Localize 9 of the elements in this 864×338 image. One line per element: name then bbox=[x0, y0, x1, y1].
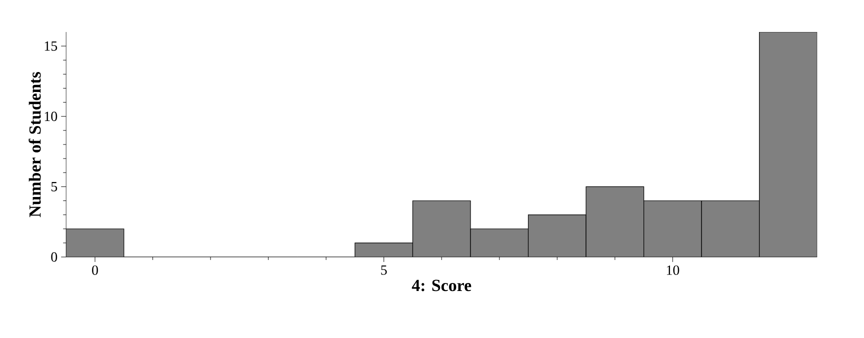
x-tick-label: 0 bbox=[92, 265, 98, 275]
y-tick-label: 5 bbox=[51, 182, 58, 192]
y-tick-label: 0 bbox=[51, 252, 58, 262]
y-tick-label: 15 bbox=[44, 41, 58, 51]
x-tick-label: 5 bbox=[381, 265, 387, 275]
x-tick-label: 10 bbox=[666, 265, 680, 275]
y-axis-title: Number of Students bbox=[28, 72, 41, 218]
x-axis-title: 4: Score bbox=[412, 280, 472, 292]
y-tick-label: 10 bbox=[44, 112, 58, 122]
